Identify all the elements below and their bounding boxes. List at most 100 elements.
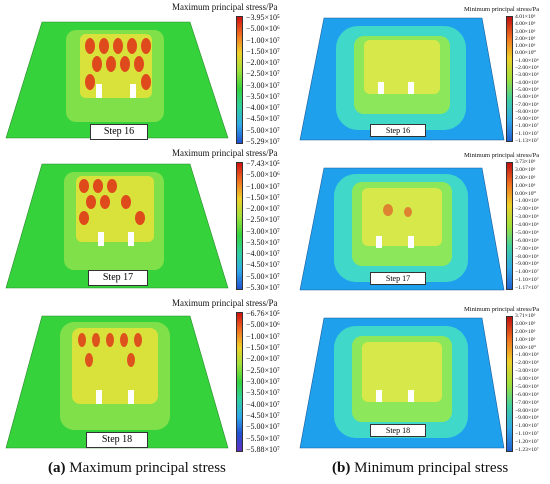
colorbar-tick-label: −5.30×10⁷ bbox=[246, 283, 280, 292]
colorbar-title: Minimum principal stress/Pa bbox=[464, 6, 540, 13]
colorbar-tick-label: −7.00×10⁶ bbox=[515, 245, 539, 252]
colorbar-tick-label: −4.00×10⁷ bbox=[246, 399, 280, 409]
panel-a-step17: Step 17 Maximum principal stress/Pa −7.4… bbox=[0, 148, 290, 298]
colorbar-tick-label: −6.00×10⁶ bbox=[515, 237, 539, 244]
colorbar bbox=[506, 16, 513, 142]
colorbar-tick-label: −2.00×10⁶ bbox=[515, 360, 539, 367]
colorbar-tick-label: −9.00×10⁶ bbox=[515, 261, 539, 268]
panel-a-step18: Step 18 Maximum principal stress/Pa −6.7… bbox=[0, 298, 290, 458]
colorbar bbox=[506, 316, 513, 452]
colorbar-tick-label: −7.00×10⁶ bbox=[515, 101, 539, 108]
colorbar-tick-label: −4.50×10⁷ bbox=[246, 260, 280, 270]
step-label: Step 16 bbox=[370, 124, 426, 137]
colorbar-tick-label: −2.50×10⁷ bbox=[246, 365, 280, 375]
colorbar bbox=[236, 16, 243, 144]
colorbar-tick-label: 1.00×10⁶ bbox=[515, 182, 536, 189]
colorbar-tick-label: −3.00×10⁷ bbox=[246, 80, 280, 90]
colorbar-tick-label: −1.20×10⁷ bbox=[515, 439, 539, 446]
colorbar-tick-label: −1.17×10⁷ bbox=[515, 285, 539, 291]
step-label: Step 16 bbox=[90, 124, 148, 140]
colorbar-tick-label: −3.00×10⁷ bbox=[246, 377, 280, 386]
colorbar-tick-label: −1.00×10⁷ bbox=[246, 181, 280, 191]
colorbar-tick-label: −4.00×10⁶ bbox=[515, 376, 539, 383]
colorbar-tick-label: −1.00×10⁷ bbox=[246, 35, 280, 45]
colorbar-tick-label: −1.23×10⁷ bbox=[515, 447, 539, 453]
colorbar-tick-label: −4.50×10⁷ bbox=[246, 411, 280, 420]
colorbar-tick-label: −5.00×10⁶ bbox=[515, 86, 539, 93]
colorbar-tick-label: −3.00×10⁶ bbox=[515, 368, 539, 375]
colorbar-tick-label: 0.00×10⁰ bbox=[515, 50, 536, 57]
colorbar-tick-label: −3.95×10⁵ bbox=[246, 13, 280, 22]
colorbar-tick-label: −9.00×10⁶ bbox=[515, 415, 539, 422]
colorbar-tick-label: 1.00×10⁶ bbox=[515, 43, 536, 50]
colorbar-tick-label: −6.76×10⁵ bbox=[246, 309, 280, 318]
colorbar-tick-label: −5.29×10⁷ bbox=[246, 137, 280, 146]
colorbar-title: Minimum principal stress/Pa bbox=[464, 152, 540, 159]
caption-a-letter: (a) bbox=[48, 460, 66, 476]
panel-b-step18: Step 18 Minimum principal stress/Pa 3.71… bbox=[292, 298, 550, 458]
step-label: Step 18 bbox=[370, 424, 426, 437]
colorbar-tick-label: −5.00×10⁷ bbox=[246, 422, 280, 432]
colorbar-tick-label: −1.13×10⁷ bbox=[515, 138, 539, 144]
step-label: Step 18 bbox=[86, 432, 148, 448]
colorbar-tick-label: 3.71×10⁶ bbox=[515, 313, 536, 319]
colorbar-tick-label: −5.00×10⁶ bbox=[515, 383, 539, 390]
colorbar-tick-label: −5.88×10⁷ bbox=[246, 445, 280, 454]
colorbar-tick-label: −5.00×10⁶ bbox=[246, 320, 280, 330]
colorbar-tick-label: 0.00×10⁰ bbox=[515, 344, 536, 351]
colorbar-tick-label: −1.50×10⁷ bbox=[246, 192, 280, 202]
colorbar-tick-label: −3.50×10⁷ bbox=[246, 91, 280, 101]
hot-spots bbox=[79, 179, 145, 225]
colorbar-tick-label: −9.00×10⁶ bbox=[515, 116, 539, 123]
colorbar-tick-label: −5.00×10⁶ bbox=[246, 170, 280, 180]
contour-plot-a17 bbox=[5, 163, 229, 289]
colorbar-tick-label: −1.00×10⁶ bbox=[515, 57, 539, 64]
panel-b-step17: Step 17 Minimum principal stress/Pa 3.73… bbox=[292, 148, 550, 298]
step-label: Step 17 bbox=[88, 270, 148, 286]
caption-b-letter: (b) bbox=[332, 460, 351, 476]
colorbar-tick-label: −4.00×10⁶ bbox=[515, 222, 539, 228]
colorbar-title: Maximum principal stress/Pa bbox=[172, 2, 278, 12]
colorbar-tick-label: −8.00×10⁶ bbox=[515, 253, 539, 260]
colorbar-tick-label: −6.00×10⁶ bbox=[515, 391, 539, 398]
colorbar-tick-label: −5.00×10⁶ bbox=[515, 229, 539, 236]
colorbar-tick-label: −3.50×10⁷ bbox=[246, 388, 280, 398]
colorbar-tick-label: −5.00×10⁶ bbox=[246, 24, 280, 34]
colorbar-tick-label: −2.00×10⁷ bbox=[246, 58, 280, 68]
colorbar-tick-label: 3.00×10⁶ bbox=[515, 28, 536, 35]
colorbar-tick-label: 3.00×10⁶ bbox=[515, 320, 536, 327]
colorbar-tick-label: −1.00×10⁷ bbox=[246, 331, 280, 341]
colorbar-tick-label: −2.50×10⁷ bbox=[246, 69, 280, 79]
colorbar-tick-label: 2.00×10⁶ bbox=[515, 328, 536, 335]
colorbar-title: Maximum principal stress/Pa bbox=[172, 148, 278, 158]
colorbar-tick-label: −5.00×10⁷ bbox=[246, 125, 280, 135]
panel-a-step16: Step 16 Maximum principal stress/Pa −3.9… bbox=[0, 0, 290, 148]
colorbar-tick-label: −2.00×10⁷ bbox=[246, 204, 280, 214]
hot-spots bbox=[383, 204, 412, 217]
colorbar-tick-label: −5.00×10⁷ bbox=[246, 271, 280, 281]
caption-b-text: Minimum principal stress bbox=[354, 460, 509, 476]
colorbar-tick-label: −1.00×10⁷ bbox=[515, 423, 539, 430]
hot-spots bbox=[78, 333, 142, 367]
colorbar-tick-label: −4.00×10⁷ bbox=[246, 249, 280, 259]
contour-plot-b17 bbox=[299, 167, 505, 291]
colorbar-tick-label: −1.00×10⁶ bbox=[515, 198, 539, 205]
contour-plot-a16 bbox=[5, 21, 229, 139]
colorbar-title: Minimum principal stress/Pa bbox=[464, 306, 540, 313]
colorbar-tick-label: −2.00×10⁶ bbox=[515, 65, 539, 72]
colorbar-tick-label: −2.00×10⁷ bbox=[246, 354, 280, 364]
colorbar-tick-label: −7.00×10⁶ bbox=[515, 399, 539, 406]
colorbar-tick-label: −1.10×10⁷ bbox=[515, 277, 539, 284]
hot-spots bbox=[85, 38, 151, 90]
colorbar-tick-label: −1.00×10⁷ bbox=[515, 123, 539, 130]
colorbar-tick-label: −8.00×10⁶ bbox=[515, 108, 539, 115]
colorbar-tick-label: 2.00×10⁶ bbox=[515, 174, 536, 181]
colorbar-tick-label: −4.50×10⁷ bbox=[246, 114, 280, 124]
colorbar-tick-label: 1.00×10⁶ bbox=[515, 336, 536, 343]
contour-plot-b16 bbox=[299, 17, 505, 141]
colorbar-tick-label: 2.00×10⁶ bbox=[515, 35, 536, 42]
colorbar-tick-label: −1.50×10⁷ bbox=[246, 343, 280, 352]
colorbar-tick-label: 3.00×10⁶ bbox=[515, 166, 536, 173]
colorbar-title: Maximum principal stress/Pa bbox=[172, 298, 278, 308]
colorbar-tick-label: −1.50×10⁷ bbox=[246, 46, 280, 56]
